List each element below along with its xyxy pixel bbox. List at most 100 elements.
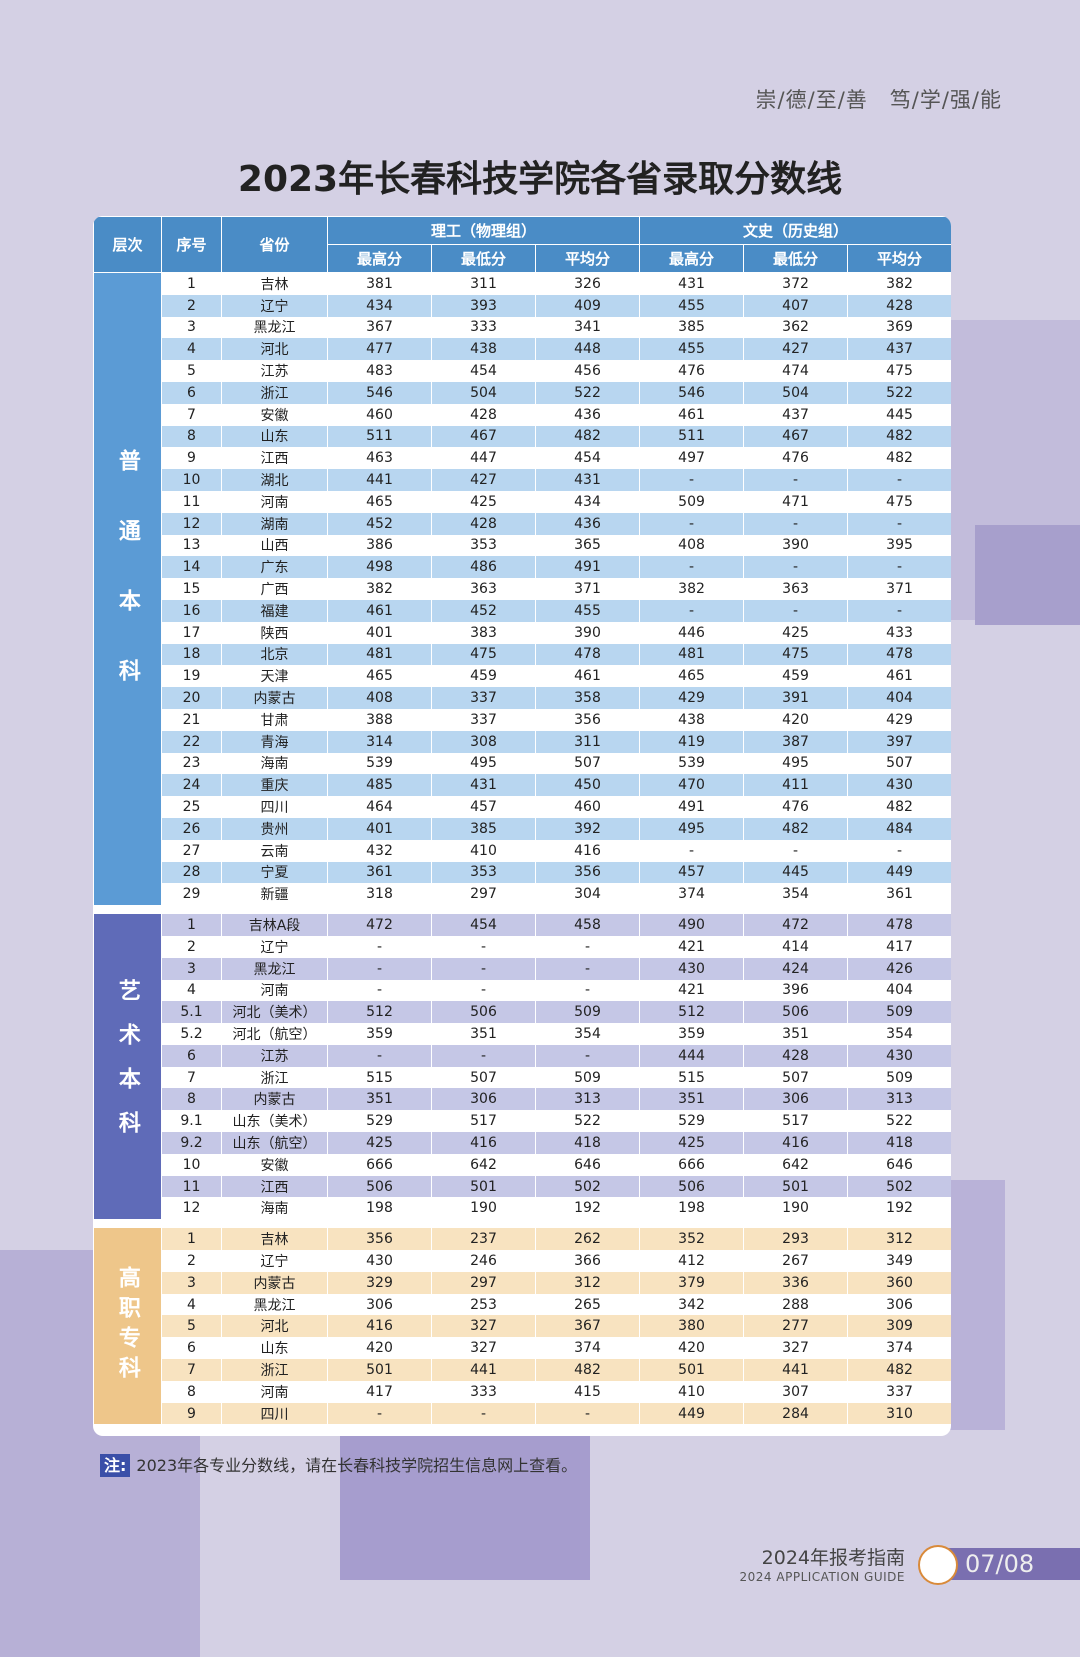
header-province: 省份 — [221, 216, 328, 273]
table-cell: 内蒙古 — [221, 1088, 328, 1111]
footnote-text: 2023年各专业分数线，请在长春科技学院招生信息网上查看。 — [136, 1456, 578, 1475]
table-row: 2 辽宁 430 246 366 412 267 349 — [94, 1250, 951, 1272]
table-cell: 388 — [327, 708, 432, 731]
table-cell: 457 — [639, 861, 745, 884]
table-cell: 354 — [535, 1023, 641, 1045]
table-cell: 7 — [161, 1066, 222, 1089]
table-cell: 385 — [431, 817, 536, 840]
table-cell: 广西 — [221, 578, 328, 600]
table-cell: 5 — [161, 1315, 222, 1338]
table-cell: 404 — [847, 979, 951, 1002]
table-cell: 306 — [327, 1293, 432, 1316]
table-cell: 265 — [535, 1293, 641, 1316]
table-cell: 485 — [327, 774, 432, 797]
page-title: 2023年长春科技学院各省录取分数线 — [237, 159, 843, 200]
table-cell: 19 — [161, 665, 222, 688]
table-cell: 浙江 — [221, 381, 328, 404]
table-cell: 509 — [535, 1066, 641, 1089]
table-cell: 246 — [431, 1250, 536, 1272]
table-row: 5.1 河北（美术） 512 506 509 512 506 509 — [94, 1001, 951, 1024]
table-cell: - — [327, 935, 432, 958]
table-cell: 501 — [327, 1359, 432, 1381]
table-cell: 382 — [639, 578, 745, 600]
table-cell: 江苏 — [221, 1044, 328, 1067]
table-cell: 467 — [743, 425, 849, 448]
table-cell: 366 — [535, 1250, 641, 1272]
table-row: 3 黑龙江 - - -430 424 426 — [94, 957, 951, 980]
table-cell: 465 — [639, 665, 745, 688]
table-row: 27 云南 432 410 416- - - — [94, 839, 951, 862]
table-cell: 407 — [743, 294, 849, 317]
table-cell: 429 — [639, 687, 745, 709]
table-cell: 河南 — [221, 1380, 328, 1403]
table-cell: 478 — [847, 914, 951, 936]
table-cell: 277 — [743, 1315, 849, 1338]
table-cell: 26 — [161, 817, 222, 840]
table-cell: 445 — [847, 403, 951, 426]
section-gap — [93, 1219, 951, 1229]
table-cell: - — [639, 839, 745, 862]
table-cell: 11 — [161, 490, 222, 513]
table-cell: 318 — [327, 883, 432, 906]
table-cell: 284 — [743, 1402, 849, 1425]
table-cell: - — [847, 556, 951, 579]
table-cell: 311 — [535, 730, 641, 753]
table-cell: 337 — [431, 708, 536, 731]
table-cell: 497 — [639, 447, 745, 470]
table-cell: 433 — [847, 621, 951, 644]
table-cell: 465 — [327, 490, 432, 513]
table-cell: 430 — [327, 1250, 432, 1272]
table-cell: 522 — [535, 1110, 641, 1133]
table-cell: 5.2 — [161, 1023, 222, 1045]
table-cell: 9 — [161, 447, 222, 470]
table-cell: 476 — [743, 796, 849, 818]
table-cell: - — [535, 979, 641, 1002]
table-cell: - — [847, 512, 951, 535]
table-row: 17 陕西 401 383 390 446 425 433 — [94, 621, 951, 644]
table-cell: 515 — [639, 1066, 745, 1089]
table-cell: 382 — [847, 272, 951, 295]
table-cell: 安徽 — [221, 1153, 328, 1176]
table-row: 8 山东 511 467 482 511 467 482 — [94, 425, 951, 448]
table-row: 15 广西 382 363 371 382 363 371 — [94, 578, 951, 600]
table-cell: 393 — [431, 294, 536, 317]
table-cell: - — [847, 469, 951, 491]
table-cell: 425 — [327, 1132, 432, 1154]
table-cell: 501 — [639, 1359, 745, 1381]
score-table: 层次 序号 省份 理工（物理组） 文史（历史组） 最高分 最低分 平均分 最高分… — [93, 216, 951, 1425]
table-cell: 山东 — [221, 425, 328, 448]
table-cell: 529 — [639, 1110, 745, 1133]
table-cell: 476 — [639, 360, 745, 382]
table-cell: 452 — [431, 599, 536, 622]
table-cell: 7 — [161, 1359, 222, 1381]
table-row: 9 江西 463 447 454 497 476 482 — [94, 447, 951, 470]
table-cell: 482 — [847, 425, 951, 448]
table-cell: 458 — [535, 914, 641, 936]
table-cell: 黑龙江 — [221, 1293, 328, 1316]
table-cell: - — [847, 599, 951, 622]
table-cell: 山东 — [221, 1337, 328, 1360]
table-cell: 349 — [847, 1250, 951, 1272]
table-row: 5 江苏 483 454 456 476 474 475 — [94, 360, 951, 382]
guide-title: 2024年报考指南 — [761, 1547, 905, 1569]
table-cell: 408 — [639, 534, 745, 557]
table-cell: 666 — [639, 1153, 745, 1176]
table-cell: 502 — [535, 1175, 641, 1198]
table-cell: 198 — [639, 1197, 745, 1220]
table-row: 25 四川 464 457 460 491 476 482 — [94, 796, 951, 818]
table-cell: 642 — [431, 1153, 536, 1176]
table-cell: - — [639, 469, 745, 491]
table-cell: 9 — [161, 1402, 222, 1425]
table-cell: 477 — [327, 338, 432, 361]
table-cell: 461 — [639, 403, 745, 426]
table-row: 5 河北 416 327 367 380 277 309 — [94, 1315, 951, 1338]
table-cell: 四川 — [221, 1402, 328, 1425]
table-row: 10 湖北 441 427 431- - - — [94, 469, 951, 491]
table-cell: 491 — [535, 556, 641, 579]
table-cell: 海南 — [221, 1197, 328, 1220]
table-cell: - — [847, 839, 951, 862]
table-cell: 430 — [639, 957, 745, 980]
table-cell: 431 — [535, 469, 641, 491]
table-cell: 425 — [639, 1132, 745, 1154]
table-cell: 9.1 — [161, 1110, 222, 1133]
